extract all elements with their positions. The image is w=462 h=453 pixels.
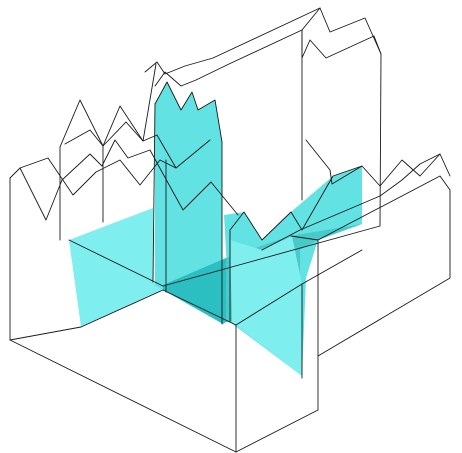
- edge-tower-left: [152, 103, 156, 283]
- edge-floor-back: [162, 225, 381, 287]
- edge-back-vertical-b: [301, 7, 321, 31]
- cut-plane-floor-overlap: [163, 258, 226, 324]
- edge-front-left-roof-back: [19, 157, 177, 196]
- wireframe-edges: [9, 7, 451, 453]
- edge-mid-left-roof-inner: [64, 121, 211, 169]
- cut-plane-left: [69, 208, 163, 327]
- edge-front-left-roof: [9, 139, 239, 221]
- edge-floor-mid: [68, 239, 164, 287]
- edge-front-left-base: [9, 339, 319, 453]
- edge-tower-outline: [154, 81, 223, 325]
- edge-right-roof-back: [305, 139, 441, 187]
- edge-floor-left: [80, 289, 237, 328]
- cut-plane-tower: [155, 82, 222, 320]
- edge-front-left-base-back: [9, 326, 82, 341]
- edge-floor-right: [235, 249, 363, 326]
- edge-back-block-inner: [154, 29, 382, 87]
- edge-right-roof-outer: [290, 175, 451, 357]
- edge-right-roof-front: [229, 165, 363, 241]
- edge-mid-left-roof: [59, 63, 157, 148]
